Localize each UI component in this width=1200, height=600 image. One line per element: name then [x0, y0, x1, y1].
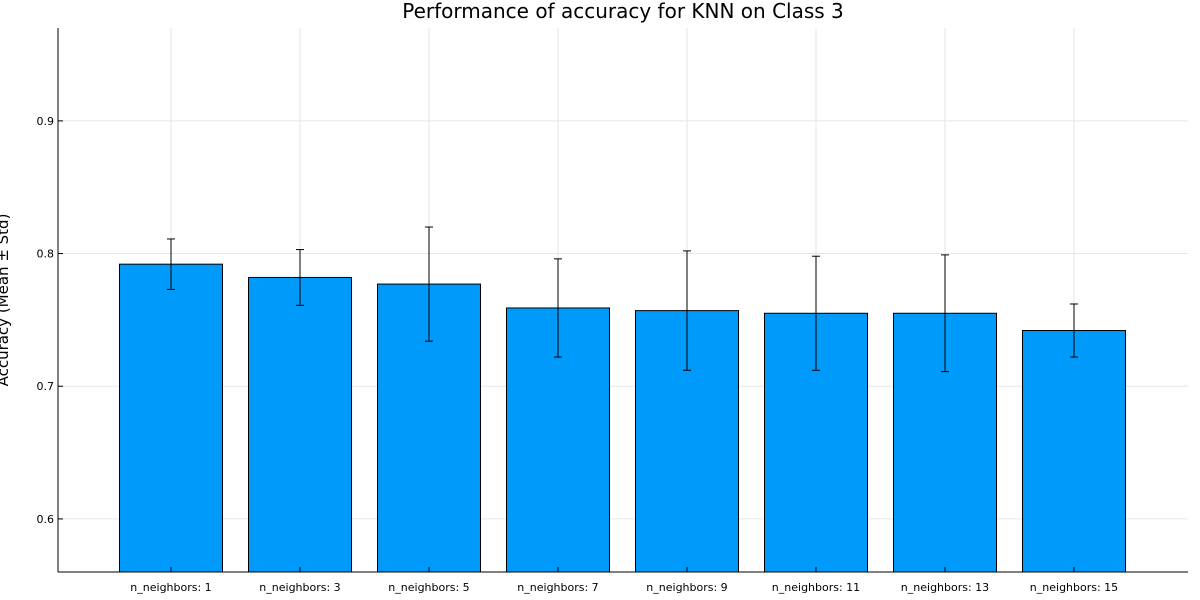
- y-tick-label: 0.8: [37, 248, 55, 261]
- x-tick-labels: n_neighbors: 1 n_neighbors: 3 n_neighbors:…: [130, 567, 1118, 594]
- x-tick-label: n_neighbors: 15: [1030, 581, 1118, 594]
- x-tick-label: n_neighbors: 7: [517, 581, 598, 594]
- x-tick-label: n_neighbors: 13: [901, 581, 989, 594]
- error-bars: [167, 226, 1078, 373]
- x-tick-label: n_neighbors: 11: [772, 581, 860, 594]
- y-tick-label: 0.7: [37, 380, 55, 393]
- x-tick-label: n_neighbors: 5: [388, 581, 469, 594]
- bar: [119, 263, 223, 573]
- y-tick-label: 0.6: [37, 513, 55, 526]
- x-tick-label: n_neighbors: 1: [130, 581, 211, 594]
- y-axis-label: Accuracy (Mean ± Std): [0, 214, 12, 387]
- x-tick-label: n_neighbors: 9: [646, 581, 727, 594]
- grid-lines: [58, 28, 1188, 572]
- y-tick-labels: 0.6 0.7 0.8 0.9: [37, 115, 63, 526]
- bars: [119, 263, 1126, 573]
- bar: [1022, 330, 1126, 573]
- chart-title: Performance of accuracy for KNN on Class…: [402, 0, 844, 23]
- bar: [248, 276, 352, 573]
- x-tick-label: n_neighbors: 3: [259, 581, 340, 594]
- y-tick-label: 0.9: [37, 115, 55, 128]
- axes: [57, 28, 1188, 573]
